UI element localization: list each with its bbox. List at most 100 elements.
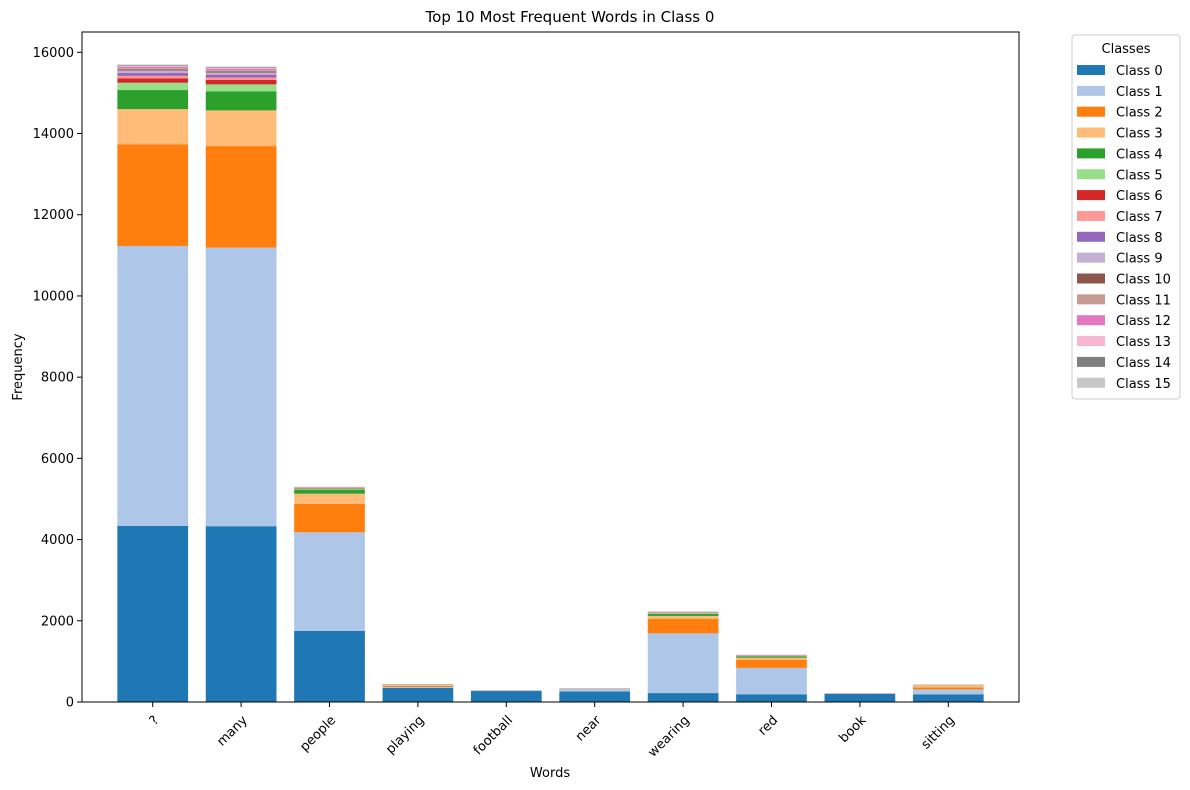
bar-segment-class-9 [205, 72, 277, 75]
legend-swatch-class-12 [1077, 315, 1105, 326]
legend-label-class-7: Class 7 [1116, 210, 1163, 225]
bar-segment-class-5 [647, 613, 719, 614]
legend-label-class-10: Class 10 [1116, 273, 1171, 288]
bar-segment-class-13 [205, 68, 277, 69]
x-tick-label: red [755, 713, 781, 739]
bar-segment-class-3 [205, 110, 277, 147]
legend-title: Classes [1102, 42, 1151, 57]
bar-segment-class-13 [117, 66, 189, 67]
bar-segment-class-1 [912, 689, 984, 695]
legend-label-class-5: Class 5 [1116, 168, 1163, 183]
x-tick-label: playing [383, 713, 427, 757]
legend-swatch-class-4 [1077, 148, 1105, 159]
legend-label-class-3: Class 3 [1116, 127, 1163, 142]
bar-segment-class-0 [559, 691, 631, 702]
legend-swatch-class-9 [1077, 252, 1105, 263]
y-tick-label: 14000 [33, 127, 74, 142]
legend-label-class-15: Class 15 [1116, 377, 1171, 392]
y-tick-label: 8000 [41, 371, 74, 386]
legend-label-class-0: Class 0 [1116, 64, 1163, 79]
bar-segment-class-8 [205, 74, 277, 78]
legend-label-class-8: Class 8 [1116, 231, 1163, 246]
bar-segment-class-3 [912, 685, 984, 688]
bar-segment-class-2 [205, 146, 277, 248]
bar-segment-class-2 [294, 503, 365, 533]
bar-segment-class-0 [647, 693, 719, 702]
legend-label-class-4: Class 4 [1116, 147, 1163, 162]
bar-segment-class-5 [117, 82, 189, 91]
legend-label-class-14: Class 14 [1116, 356, 1171, 371]
y-tick-label: 6000 [41, 452, 74, 467]
legend-swatch-class-13 [1077, 336, 1105, 347]
bar-segment-class-15 [117, 64, 189, 66]
bar-segment-class-1 [117, 245, 189, 526]
legend: Classes Class 0 Class 1 Class 2 Class 3 Clas… [1071, 34, 1181, 400]
bar-segment-class-3 [647, 615, 719, 619]
y-axis-label: Frequency [11, 333, 26, 400]
legend-swatch-class-11 [1077, 294, 1105, 305]
bar-segment-class-6 [117, 78, 189, 83]
legend-swatch-class-8 [1077, 231, 1105, 242]
bar-segment-class-5 [294, 488, 365, 490]
y-tick-label: 10000 [33, 289, 74, 304]
bar-segment-class-0 [470, 691, 542, 702]
x-axis: ? many people playing football near wearing red… [147, 702, 958, 760]
legend-swatch-class-7 [1077, 210, 1105, 221]
x-tick-label: near [573, 713, 605, 745]
bar-segment-class-14 [117, 65, 189, 67]
bar-segment-class-3 [736, 657, 807, 660]
legend-frame [1071, 34, 1181, 400]
x-tick-label: many [214, 713, 251, 750]
bar-segment-class-10 [117, 69, 189, 71]
bar-segment-class-1 [647, 633, 719, 694]
bar-segment-class-9 [117, 70, 189, 74]
bar-segment-class-2 [117, 144, 189, 246]
legend-label-class-6: Class 6 [1116, 189, 1163, 204]
y-tick-label: 12000 [33, 208, 74, 223]
bar-segment-class-0 [912, 694, 984, 702]
bar-segment-class-4 [294, 489, 365, 494]
bar-segment-class-5 [205, 84, 277, 92]
bar-segment-class-7 [205, 77, 277, 80]
bar-segment-class-3 [382, 684, 454, 686]
legend-label-class-9: Class 9 [1116, 252, 1163, 267]
chart-title: Top 10 Most Frequent Words in Class 0 [425, 8, 715, 26]
legend-swatch-class-15 [1077, 377, 1105, 388]
bar-segment-class-11 [205, 70, 277, 72]
bar-segment-class-0 [117, 525, 189, 702]
legend-swatch-class-5 [1077, 169, 1105, 180]
bar-segment-class-0 [294, 630, 365, 702]
bar-segment-class-1 [559, 689, 631, 692]
bar-segment-class-3 [117, 109, 189, 145]
bar-segment-class-1 [382, 686, 454, 688]
legend-label-class-13: Class 13 [1116, 335, 1171, 350]
x-tick-label: people [297, 713, 339, 755]
bar-segment-class-2 [647, 618, 719, 634]
x-tick-label: sitting [919, 713, 958, 752]
x-tick-label: wearing [645, 713, 692, 760]
bar-segment-class-8 [117, 73, 189, 76]
bar-segment-class-0 [205, 526, 277, 702]
legend-swatch-class-3 [1077, 127, 1105, 138]
bar-segment-class-4 [205, 91, 277, 111]
legend-label-class-1: Class 1 [1116, 85, 1163, 100]
x-tick-label: football [471, 713, 516, 758]
y-tick-label: 16000 [33, 46, 74, 61]
y-tick-label: 2000 [41, 614, 74, 629]
bar-segment-class-15 [205, 66, 277, 68]
legend-label-class-2: Class 2 [1116, 106, 1163, 121]
bar-segment-class-14 [205, 67, 277, 69]
legend-swatch-class-1 [1077, 85, 1105, 96]
x-axis-label: Words [530, 766, 570, 781]
x-tick-label: ? [147, 713, 162, 728]
y-axis: 0 2000 4000 6000 8000 10000 12000 14000 16000 [33, 46, 82, 711]
bar-segment-class-0 [736, 694, 807, 702]
bar-segment-class-2 [736, 659, 807, 668]
legend-label-class-12: Class 12 [1116, 314, 1171, 329]
bar-segment-class-4 [736, 656, 807, 658]
bar-segment-class-4 [647, 613, 719, 616]
legend-swatch-class-10 [1077, 273, 1105, 284]
x-tick-label: book [837, 713, 870, 746]
bar-segment-class-10 [205, 71, 277, 73]
